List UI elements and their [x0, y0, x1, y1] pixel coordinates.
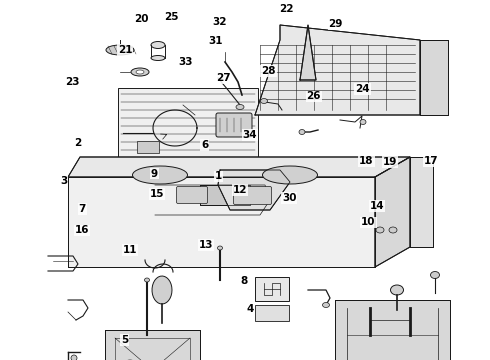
Ellipse shape [299, 130, 305, 135]
FancyBboxPatch shape [255, 277, 289, 301]
FancyBboxPatch shape [255, 305, 289, 321]
Polygon shape [255, 25, 420, 115]
Polygon shape [68, 157, 410, 177]
FancyBboxPatch shape [137, 141, 159, 153]
Polygon shape [410, 157, 433, 247]
Ellipse shape [261, 99, 268, 104]
Polygon shape [152, 276, 172, 304]
Text: 7: 7 [78, 204, 86, 214]
Polygon shape [118, 88, 258, 160]
Ellipse shape [236, 104, 244, 109]
Ellipse shape [322, 302, 329, 307]
Text: 8: 8 [241, 276, 247, 286]
Text: 14: 14 [370, 201, 385, 211]
Ellipse shape [218, 246, 222, 250]
Text: 16: 16 [75, 225, 90, 235]
Ellipse shape [263, 166, 318, 184]
Ellipse shape [376, 227, 384, 233]
Text: 10: 10 [361, 217, 376, 228]
Text: 4: 4 [246, 304, 254, 314]
Ellipse shape [131, 68, 149, 76]
Text: 17: 17 [424, 156, 439, 166]
Text: 5: 5 [122, 335, 128, 345]
Ellipse shape [391, 285, 403, 295]
Text: 11: 11 [122, 245, 137, 255]
Ellipse shape [151, 41, 165, 49]
Text: 33: 33 [178, 57, 193, 67]
Text: 30: 30 [282, 193, 296, 203]
FancyBboxPatch shape [176, 186, 207, 203]
Text: 25: 25 [164, 12, 179, 22]
Text: 31: 31 [208, 36, 223, 46]
Text: 24: 24 [355, 84, 370, 94]
Polygon shape [200, 185, 250, 205]
Polygon shape [68, 177, 375, 267]
FancyBboxPatch shape [234, 186, 271, 204]
Text: 23: 23 [65, 77, 80, 87]
Text: 29: 29 [328, 19, 343, 30]
Ellipse shape [132, 166, 188, 184]
Text: 6: 6 [201, 140, 208, 150]
Ellipse shape [151, 55, 165, 60]
Text: 15: 15 [149, 189, 164, 199]
Text: 18: 18 [359, 156, 374, 166]
Ellipse shape [360, 120, 366, 125]
Ellipse shape [136, 70, 144, 74]
Ellipse shape [431, 271, 440, 279]
Polygon shape [335, 300, 450, 360]
Text: 19: 19 [382, 157, 397, 167]
Polygon shape [218, 170, 290, 210]
Text: 2: 2 [74, 138, 81, 148]
Polygon shape [420, 40, 448, 115]
Ellipse shape [389, 227, 397, 233]
Text: 3: 3 [60, 176, 67, 186]
Text: 26: 26 [306, 91, 321, 102]
Text: 27: 27 [216, 73, 230, 84]
Ellipse shape [145, 278, 149, 282]
Ellipse shape [106, 45, 134, 55]
Text: 21: 21 [118, 45, 132, 55]
Text: 12: 12 [233, 185, 247, 195]
Polygon shape [105, 330, 200, 360]
Text: 28: 28 [261, 66, 276, 76]
Text: 22: 22 [279, 4, 294, 14]
Text: 20: 20 [134, 14, 148, 24]
Text: 9: 9 [151, 168, 158, 179]
Ellipse shape [71, 355, 77, 360]
FancyBboxPatch shape [216, 113, 252, 137]
Text: 34: 34 [243, 130, 257, 140]
Text: 13: 13 [198, 240, 213, 250]
Polygon shape [375, 157, 410, 267]
Text: 1: 1 [215, 171, 221, 181]
Text: 32: 32 [212, 17, 227, 27]
Polygon shape [300, 25, 316, 80]
